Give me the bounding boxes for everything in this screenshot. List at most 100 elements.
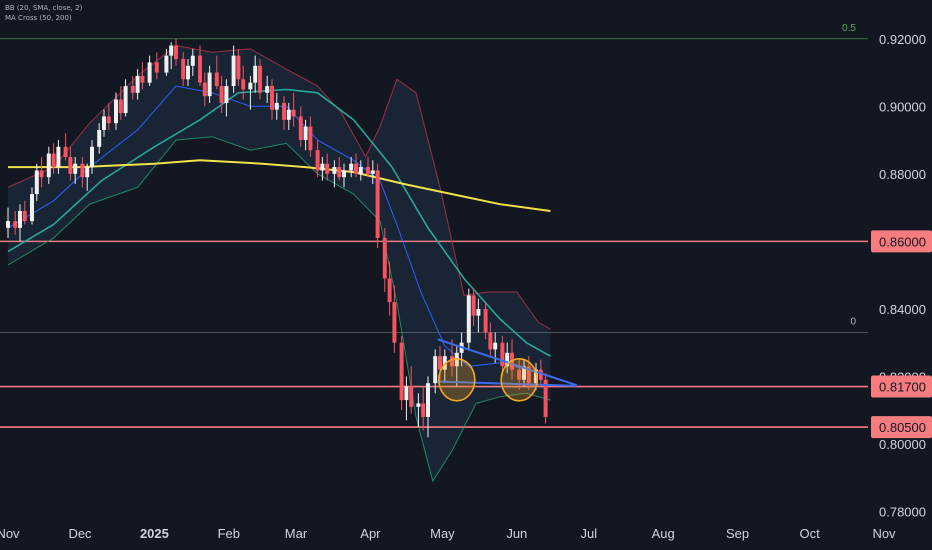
candle-body <box>6 221 10 228</box>
time-tick-label: Jul <box>580 526 597 541</box>
candle-body <box>387 278 392 303</box>
candle-body <box>416 403 421 407</box>
candle-body <box>409 386 414 407</box>
time-tick-label: May <box>430 526 455 541</box>
horizontal-levels-layer: 0.50 <box>0 23 868 428</box>
candle-body <box>392 302 397 343</box>
candle-body <box>13 221 18 228</box>
candle-body <box>114 99 118 124</box>
time-tick-label: Mar <box>285 526 308 541</box>
candle-body <box>270 86 274 110</box>
candle-body <box>370 170 375 174</box>
fib-level-label: 0 <box>850 317 856 328</box>
candle-body <box>354 163 358 174</box>
candle-body <box>358 167 363 174</box>
candle-body <box>349 163 354 171</box>
candle-body <box>56 146 61 168</box>
candle-body <box>538 369 543 380</box>
candle-body <box>493 342 498 350</box>
candle-body <box>18 210 22 228</box>
highlight-circle <box>500 358 539 402</box>
candle-body <box>63 146 68 157</box>
candle-body <box>154 62 159 73</box>
candle-body <box>274 102 279 110</box>
price-tick-label: 0.78000 <box>879 504 926 519</box>
price-tick-label: 0.88000 <box>879 167 926 182</box>
candle-body <box>433 356 438 384</box>
candle-body <box>190 55 195 66</box>
time-tick-label: Feb <box>218 526 240 541</box>
time-tick-label: Sep <box>726 526 749 541</box>
trendline <box>437 338 578 387</box>
candle-body <box>526 366 531 384</box>
candle-body <box>488 332 493 350</box>
candle-body <box>282 102 286 120</box>
candle-body <box>253 65 258 83</box>
candle-body <box>258 65 262 93</box>
candle-body <box>46 153 51 178</box>
bb-basis-line <box>7 85 551 377</box>
candle-body <box>426 383 430 417</box>
price-level-badge <box>871 416 932 439</box>
time-tick-label: Apr <box>360 526 381 541</box>
candle-body <box>231 55 236 87</box>
price-level-badge-label: 0.86000 <box>879 234 926 249</box>
candle-body <box>438 356 442 370</box>
candle-body <box>522 366 526 380</box>
candle-body <box>102 116 106 130</box>
candle-body <box>471 295 476 316</box>
candle-body <box>505 352 510 367</box>
candle-body <box>135 75 140 93</box>
candle-body <box>85 167 90 178</box>
candle-body <box>476 308 481 316</box>
candle-body <box>219 86 224 103</box>
bb-legend-label[interactable]: BB (20, SMA, close, 2) <box>5 4 83 12</box>
candle-body <box>22 210 27 222</box>
bb-band-fill <box>8 45 551 482</box>
price-tick-label: 0.84000 <box>879 302 926 317</box>
price-level-badge-label: 0.81700 <box>879 380 926 395</box>
ma50-line <box>7 88 551 357</box>
candle-body <box>214 72 219 87</box>
price-tick-label: 0.80000 <box>879 437 926 452</box>
candle-body <box>181 59 186 80</box>
candle-body <box>404 386 409 401</box>
indicator-lines-layer <box>7 44 551 483</box>
candle-body <box>291 109 296 117</box>
price-tick-label: 0.90000 <box>879 99 926 114</box>
candle-body <box>500 342 505 367</box>
candle-body <box>534 369 538 384</box>
candle-body <box>517 369 522 380</box>
drawings-layer <box>437 338 578 402</box>
candle-body <box>198 55 202 83</box>
time-axis[interactable]: Nov Dec 2025 Feb Mar Apr May Jun Jul Aug Sep Oct Nov <box>0 526 896 541</box>
candle-body <box>399 342 404 401</box>
candle-body <box>73 163 78 174</box>
candle-body <box>543 379 548 417</box>
candle-body <box>118 99 123 114</box>
candle-body <box>123 86 128 114</box>
candle-body <box>325 163 330 174</box>
time-tick-label: Dec <box>68 526 92 541</box>
candle-body <box>80 163 85 178</box>
candle-body <box>202 82 207 97</box>
ma-cross-legend-label[interactable]: MA Cross (50, 200) <box>5 13 72 22</box>
price-axis[interactable]: 0.780000.800000.820000.840000.860000.880… <box>871 32 932 520</box>
candle-body <box>298 116 303 141</box>
candle-body <box>308 126 313 151</box>
candle-body <box>421 403 426 417</box>
candle-body <box>106 116 111 124</box>
candle-body <box>315 150 320 171</box>
candle-body <box>140 75 145 83</box>
candle-body <box>286 109 291 120</box>
candle-body <box>483 308 488 333</box>
candle-body <box>375 170 380 238</box>
price-level-badge <box>871 230 932 253</box>
candle-body <box>207 72 212 97</box>
candle-body <box>34 170 39 195</box>
time-tick-label: Nov <box>872 526 896 541</box>
candle-body <box>248 82 253 90</box>
candle-body <box>241 79 246 90</box>
candle-body <box>303 126 308 141</box>
